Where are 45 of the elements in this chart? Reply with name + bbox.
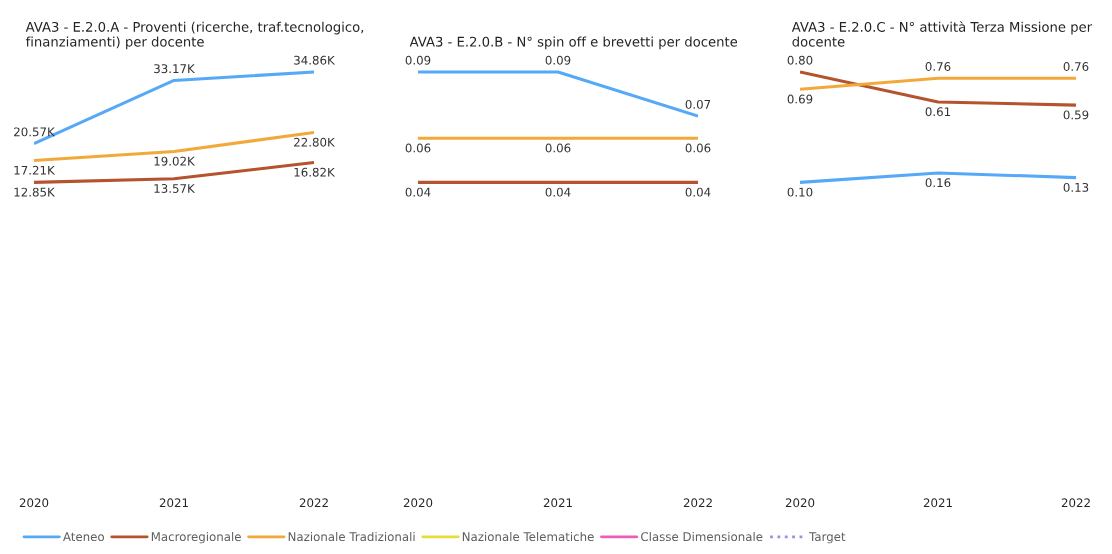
data-label: 0.76 xyxy=(1063,62,1089,71)
data-label: 0.09 xyxy=(405,55,431,65)
data-label: 13.57K xyxy=(154,184,196,193)
data-label: 33.17K xyxy=(154,64,196,74)
data-label: 0.04 xyxy=(685,187,711,197)
data-label: 0.09 xyxy=(545,55,571,65)
data-label: 19.02K xyxy=(154,156,196,166)
chart-title: AVA3 - E.2.0.A - Proventi (ricerche, traf.tecnologico, finanziamenti) per docente xyxy=(25,21,364,50)
legend-label: Nazionale Tradizionali xyxy=(288,531,415,542)
x-tick-label: 2020 xyxy=(785,498,815,508)
data-label: 17.21K xyxy=(14,165,56,175)
x-tick-label: 2021 xyxy=(923,498,952,508)
data-label: 0.10 xyxy=(787,187,813,197)
data-label: 0.13 xyxy=(1063,182,1089,192)
x-tick-label: 2022 xyxy=(299,498,328,508)
legend-label: Nazionale Telematiche xyxy=(462,531,594,542)
legend-label: Macroregionale xyxy=(151,531,241,544)
data-label: 12.85K xyxy=(14,187,56,197)
data-label: 20.57K xyxy=(14,127,56,137)
data-label: 0.06 xyxy=(685,143,711,153)
legend-label: Target xyxy=(809,532,846,544)
legend-label: Ateneo xyxy=(63,532,105,542)
legend-label: Classe Dimensionale xyxy=(641,531,763,542)
x-tick-label: 2021 xyxy=(159,498,188,508)
data-label: 0.06 xyxy=(545,143,571,153)
data-label: 0.76 xyxy=(925,62,951,71)
data-label: 0.04 xyxy=(405,187,431,197)
x-tick-label: 2022 xyxy=(683,498,712,508)
data-label: 0.07 xyxy=(685,99,711,109)
data-label: 34.86K xyxy=(294,55,336,65)
data-label: 0.69 xyxy=(787,94,813,104)
data-label: 22.80K xyxy=(294,137,336,147)
data-label: 0.59 xyxy=(1063,110,1089,120)
x-tick-label: 2020 xyxy=(19,498,49,508)
data-label: 0.04 xyxy=(545,187,571,197)
data-label: 0.06 xyxy=(405,143,431,153)
data-label: 16.82K xyxy=(294,167,336,177)
x-tick-label: 2021 xyxy=(543,498,572,508)
x-tick-label: 2022 xyxy=(1061,498,1090,508)
data-label: 0.61 xyxy=(925,107,951,117)
data-label: 0.16 xyxy=(925,178,951,188)
x-tick-label: 2020 xyxy=(403,498,433,508)
chart-title: AVA3 - E.2.0.B - N° spin off e brevetti per docente xyxy=(409,36,738,50)
chart-title: AVA3 - E.2.0.C - N° attività Terza Missione per docente xyxy=(791,21,1093,47)
data-label: 0.80 xyxy=(787,55,813,65)
